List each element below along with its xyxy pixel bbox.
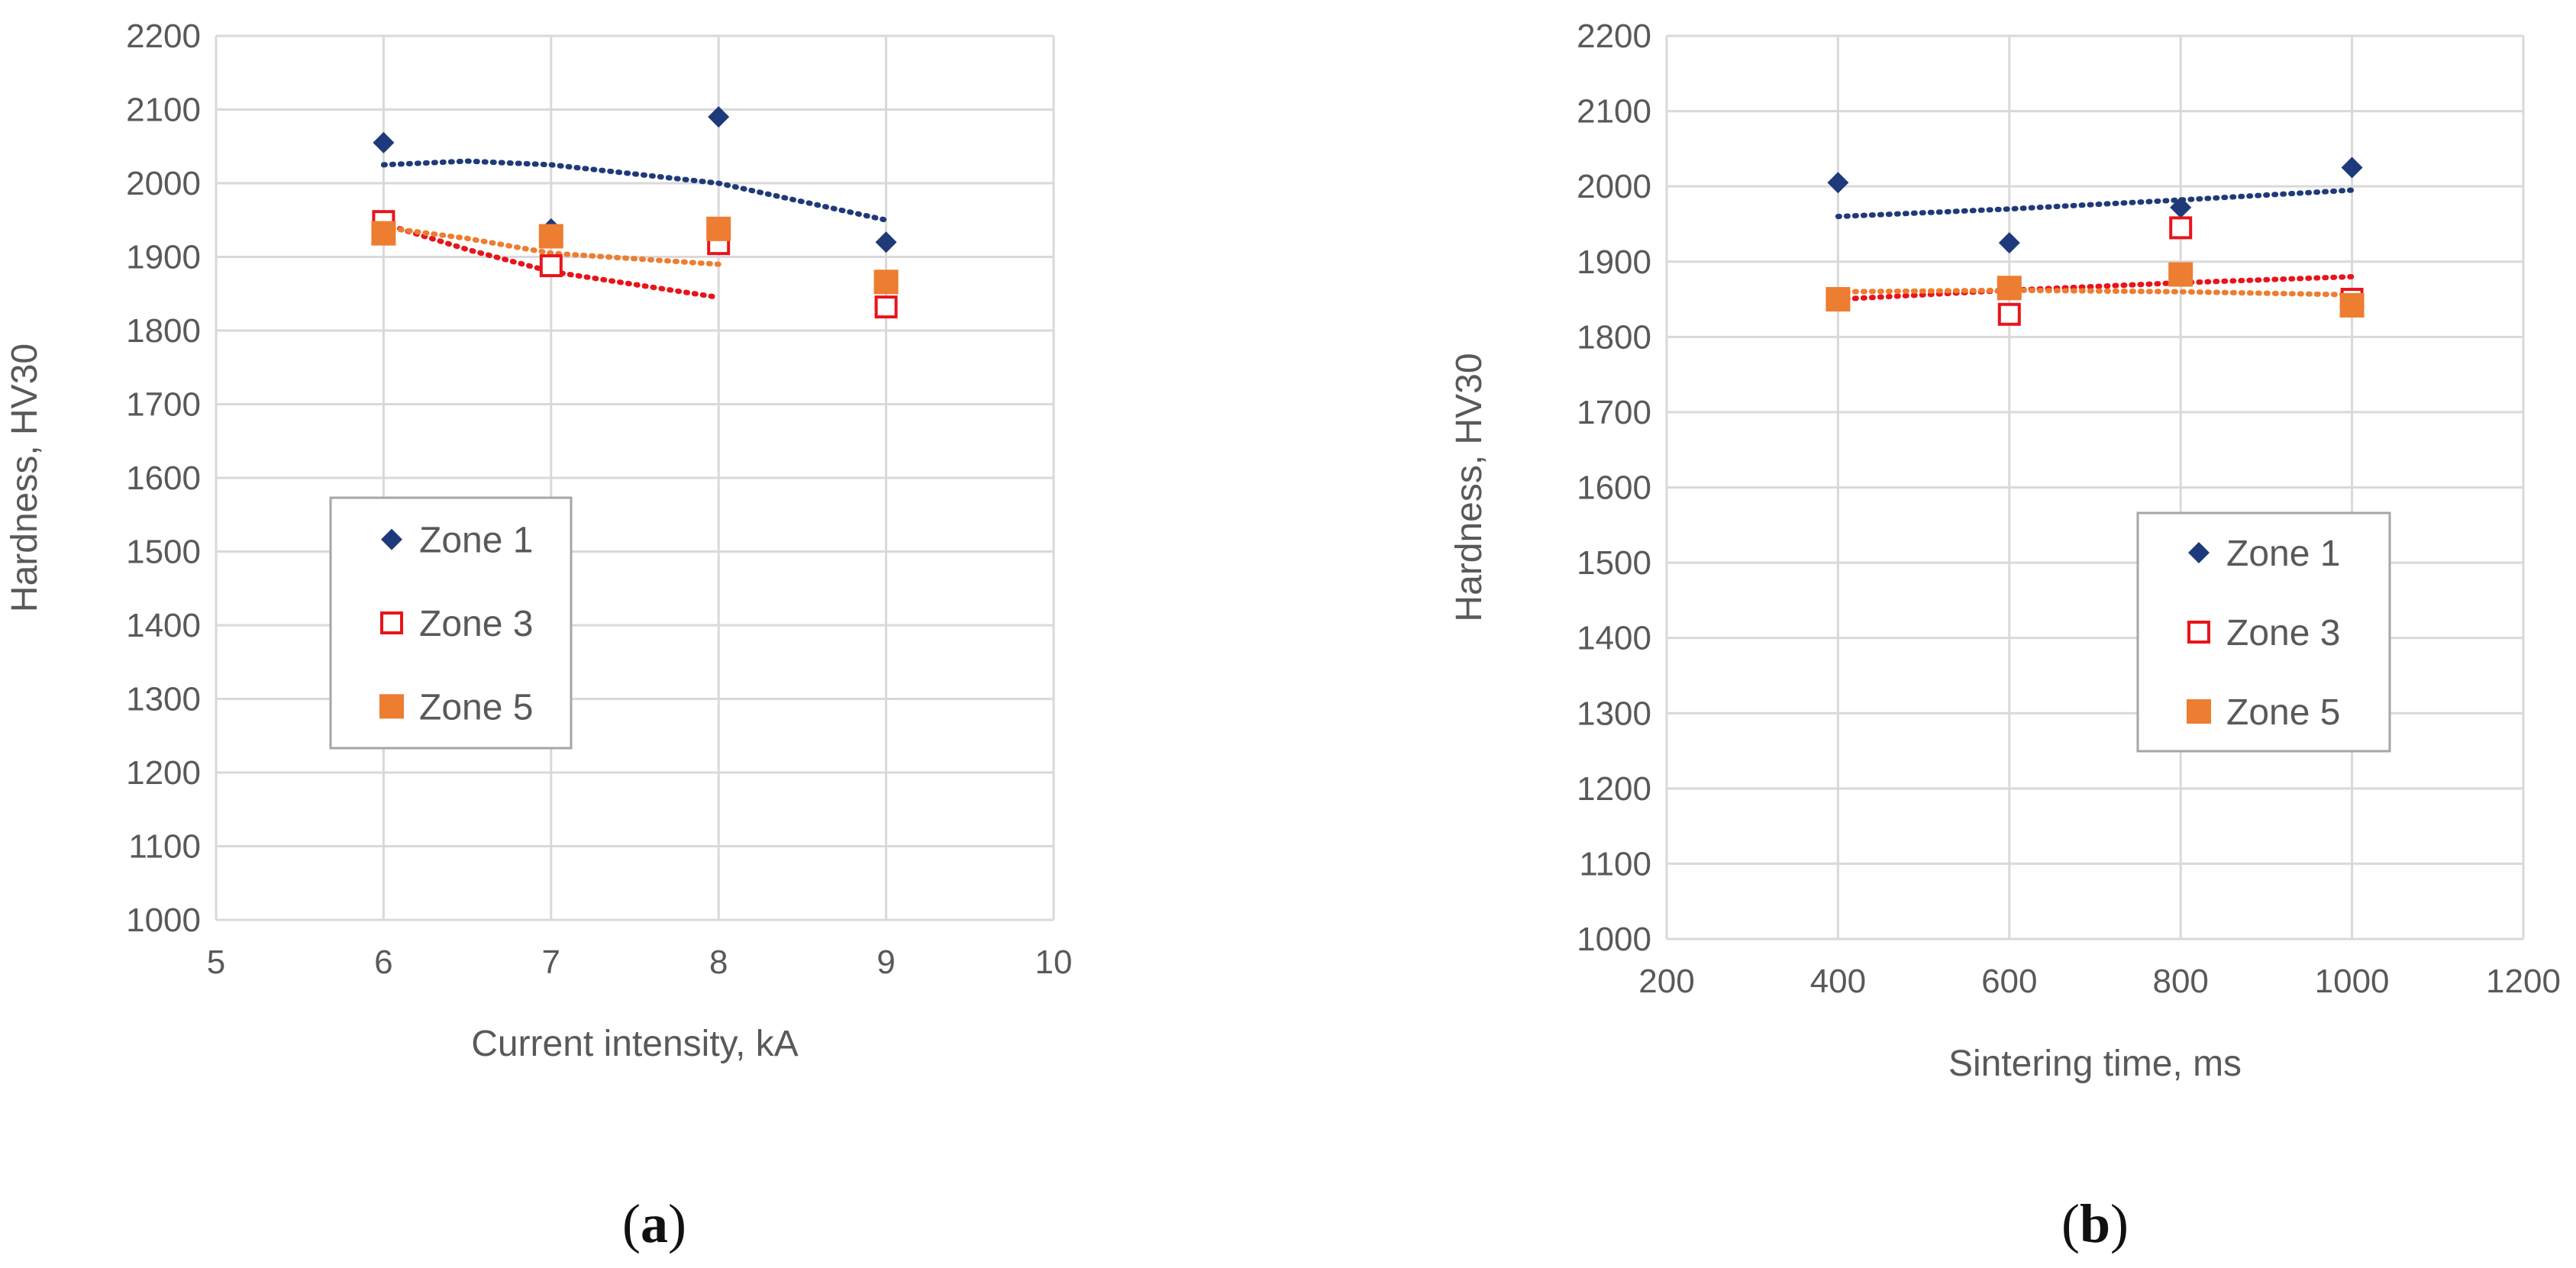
chart-a-legend-box bbox=[329, 496, 573, 750]
chart-b-legend-box bbox=[2136, 511, 2391, 753]
chart-a-y-tick-label: 1600 bbox=[126, 460, 201, 497]
chart-a-y-tick-label: 1500 bbox=[126, 534, 201, 571]
chart-a-legend-marker-2 bbox=[379, 694, 404, 719]
chart-a-point-zone5-8 bbox=[706, 216, 731, 241]
chart-b-legend-label: Zone 1 bbox=[2226, 534, 2340, 574]
caption-a: (a) bbox=[622, 1193, 686, 1254]
chart-b-point-zone5-1000 bbox=[2339, 292, 2365, 318]
chart-a-x-tick-label: 9 bbox=[876, 944, 895, 981]
chart-b-y-tick-label: 1600 bbox=[1577, 469, 1651, 507]
chart-b-x-axis-title: Sintering time, ms bbox=[1948, 1044, 2242, 1084]
chart-a-x-tick-label: 10 bbox=[1035, 944, 1073, 981]
chart-b-x-tick-label: 1200 bbox=[2486, 963, 2561, 1000]
chart-b-y-tick-label: 2000 bbox=[1577, 168, 1651, 205]
chart-a-point-zone5-7 bbox=[538, 224, 563, 249]
chart-a-point-zone1-9 bbox=[875, 231, 897, 253]
caption-b-letter: b bbox=[2079, 1193, 2111, 1254]
chart-b-y-tick-label: 1300 bbox=[1577, 695, 1651, 732]
chart-a-y-tick-label: 2100 bbox=[126, 92, 201, 129]
chart-a-x-tick-label: 5 bbox=[207, 944, 225, 981]
chart-b-y-tick-label: 1800 bbox=[1577, 318, 1651, 356]
chart-b-y-tick-label: 2200 bbox=[1577, 18, 1651, 55]
chart-a-trendline-zone-0 bbox=[380, 158, 889, 223]
chart-a-point-zone1-6 bbox=[373, 131, 395, 153]
chart-a-legend: Zone 1 Zone 3 Zone 5 bbox=[329, 496, 573, 750]
caption-b: (b) bbox=[2061, 1193, 2129, 1254]
chart-a-point-zone5-6 bbox=[371, 221, 396, 246]
chart-b-y-tick-label: 1900 bbox=[1577, 244, 1651, 281]
chart-b-point-zone5-400 bbox=[1825, 287, 1851, 312]
chart-b-legend-label: Zone 5 bbox=[2226, 692, 2340, 733]
chart-b-y-tick-label: 2100 bbox=[1577, 93, 1651, 131]
chart-b-point-zone3-600 bbox=[1997, 302, 2021, 326]
chart-b-hardness-vs-sintering-time: 1000 1100 1200 1300 1400 1500 1600 1700 1800 1900… bbox=[1449, 18, 2561, 1084]
chart-a-y-tick-label: 1800 bbox=[126, 312, 201, 350]
chart-a-y-tick-label: 1700 bbox=[126, 386, 201, 424]
chart-b-x-tick-label: 400 bbox=[1810, 963, 1866, 1000]
chart-a-x-tick-label: 6 bbox=[374, 944, 392, 981]
chart-a-legend-label: Zone 3 bbox=[419, 604, 533, 644]
chart-a-x-tick-label: 8 bbox=[709, 944, 728, 981]
chart-b-point-zone1-400 bbox=[1827, 172, 1849, 194]
chart-b-y-tick-label: 1000 bbox=[1577, 921, 1651, 958]
chart-b-x-tick-label: 1000 bbox=[2315, 963, 2390, 1000]
chart-b-y-tick-label: 1400 bbox=[1577, 620, 1651, 657]
chart-a-point-zone3-7 bbox=[539, 254, 563, 278]
chart-a-hardness-vs-current: 1000 1100 1200 1300 1400 1500 1600 1700 1800 1900… bbox=[5, 18, 1072, 1064]
chart-b-legend-marker-1 bbox=[2187, 621, 2210, 644]
chart-a-point-zone3-9 bbox=[874, 295, 898, 319]
chart-b-x-tick-label: 800 bbox=[2152, 963, 2208, 1000]
chart-b-legend-label: Zone 3 bbox=[2226, 613, 2340, 653]
chart-a-x-tick-label: 7 bbox=[542, 944, 560, 981]
chart-a-y-tick-label: 1400 bbox=[126, 607, 201, 644]
chart-a-y-tick-label: 1900 bbox=[126, 239, 201, 276]
chart-b-trendline-zone-0 bbox=[1835, 187, 2355, 220]
chart-b-point-zone5-600 bbox=[1997, 276, 2022, 301]
chart-a-trendline-zone-1 bbox=[380, 221, 721, 301]
chart-a-y-tick-label: 1200 bbox=[126, 754, 201, 792]
chart-b-legend: Zone 1 Zone 3 Zone 5 bbox=[2136, 511, 2391, 753]
chart-b-point-zone1-800 bbox=[2170, 196, 2192, 218]
chart-a-y-tick-label: 2200 bbox=[126, 18, 201, 55]
chart-a-trendline-zone-2 bbox=[380, 224, 721, 267]
chart-b-y-tick-label: 1100 bbox=[1579, 845, 1651, 882]
chart-a-y-axis-title: Hardness, HV30 bbox=[5, 344, 45, 612]
chart-b-point-zone1-600 bbox=[1998, 232, 2020, 254]
chart-b-point-zone5-800 bbox=[2168, 262, 2193, 287]
chart-b-x-tick-label: 600 bbox=[1981, 963, 2037, 1000]
chart-b-y-tick-label: 1500 bbox=[1577, 544, 1651, 582]
chart-b-trendline-zone-2 bbox=[1835, 287, 2355, 298]
chart-a-point-zone5-9 bbox=[873, 269, 899, 295]
chart-a-y-tick-label: 1300 bbox=[126, 681, 201, 718]
chart-a-y-tick-label: 2000 bbox=[126, 165, 201, 202]
chart-a-legend-marker-0 bbox=[381, 528, 402, 550]
chart-a-legend-marker-1 bbox=[380, 611, 403, 634]
chart-b-y-tick-label: 1200 bbox=[1577, 770, 1651, 808]
chart-a-y-tick-label: 1100 bbox=[128, 828, 201, 866]
chart-b-y-axis-title: Hardness, HV30 bbox=[1449, 353, 1490, 621]
chart-a-point-zone1-8 bbox=[708, 106, 730, 128]
chart-b-legend-marker-0 bbox=[2188, 542, 2210, 563]
chart-a-legend-label: Zone 5 bbox=[419, 687, 533, 728]
chart-b-point-zone3-800 bbox=[2169, 216, 2193, 240]
chart-b-y-tick-label: 1700 bbox=[1577, 394, 1651, 431]
chart-b-legend-marker-2 bbox=[2187, 699, 2211, 724]
chart-b-trendline-zone-1 bbox=[1835, 273, 2355, 302]
chart-a-legend-label: Zone 1 bbox=[419, 521, 533, 561]
chart-b-point-zone1-1000 bbox=[2341, 156, 2363, 179]
caption-a-letter: a bbox=[640, 1193, 668, 1254]
chart-a-x-axis-title: Current intensity, kA bbox=[471, 1024, 799, 1064]
chart-b-x-tick-label: 200 bbox=[1638, 963, 1694, 1000]
chart-a-y-tick-label: 1000 bbox=[126, 902, 201, 939]
